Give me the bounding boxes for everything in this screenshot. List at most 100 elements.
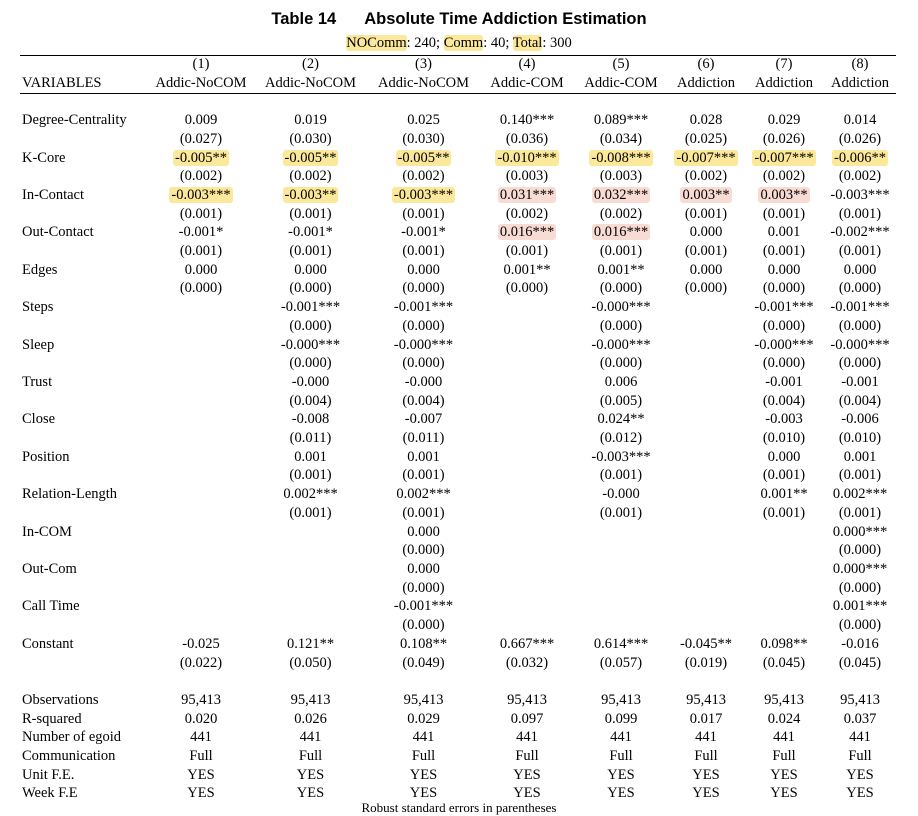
standard-error [199, 318, 203, 334]
standard-error [309, 617, 313, 633]
stat-value: 441 [412, 729, 435, 746]
stat-row: Communication Full Full Full Full Full Full Ful… [20, 747, 896, 766]
standard-error: (0.002) [505, 205, 549, 222]
stat-value: YES [846, 785, 874, 802]
coefficient: 0.028 [689, 112, 723, 129]
column-number: (7) [775, 56, 793, 72]
coefficient [704, 337, 708, 353]
variable-name: Call Time [22, 598, 80, 615]
coefficient [704, 524, 708, 540]
variable-name: Trust [22, 373, 53, 390]
standard-error: (0.000) [762, 280, 806, 297]
standard-error: (0.002) [762, 168, 806, 185]
coefficient: -0.005** [282, 149, 339, 166]
variable-name: Edges [22, 261, 58, 278]
coefficient: 0.029 [767, 112, 801, 129]
standard-error: (0.000) [838, 579, 882, 596]
coefficient: 0.001 [294, 448, 327, 465]
standard-error: (0.001) [599, 243, 643, 260]
coefficient: 0.098** [760, 635, 808, 652]
stat-name: Number of egoid [22, 729, 122, 746]
standard-error [704, 355, 708, 371]
spacer-cell [199, 673, 203, 689]
stat-row: Unit F.E. YES YES YES YES YES YES YES YES [20, 766, 896, 785]
standard-error: (0.034) [599, 130, 643, 147]
column-number: (2) [302, 56, 319, 72]
stat-value: YES [296, 766, 325, 783]
column-number-row: (1) (2) (3) (4) (5) (6) (7) (8) [20, 55, 896, 74]
column-name: Addic-NoCOM [377, 74, 470, 91]
coefficient: 0.000 [767, 448, 801, 465]
se-label-cell [20, 206, 24, 222]
standard-error: (0.001) [402, 504, 445, 521]
coefficient: 0.032*** [591, 186, 651, 203]
coefficient: -0.001 [841, 373, 879, 390]
spacer-row [20, 92, 896, 111]
standard-error [704, 505, 708, 521]
stat-value: YES [187, 766, 215, 783]
coef-row: Sleep -0.000*** -0.000*** -0.000*** -0.000**… [20, 336, 896, 355]
spacer-cell [309, 93, 313, 109]
coefficient: 0.614*** [593, 635, 649, 652]
standard-error: (0.011) [289, 430, 332, 447]
top-rule [20, 55, 896, 56]
standard-error: (0.001) [684, 205, 728, 222]
standard-error [782, 580, 786, 596]
coefficient: -0.010*** [495, 149, 559, 166]
coefficient: -0.000 [404, 373, 443, 390]
stat-value: YES [187, 785, 215, 802]
table-footnote: Robust standard errors in parentheses [361, 800, 557, 815]
stat-value: 95,413 [601, 691, 641, 708]
coefficient: -0.001*** [280, 299, 341, 316]
standard-error: (0.004) [838, 392, 882, 409]
spacer-cell [82, 673, 86, 689]
coefficient: 0.001 [843, 448, 877, 465]
coefficient [782, 524, 786, 540]
se-row: (0.000) (0.000) (0.000) (0.000) (0.000) [20, 354, 896, 373]
coef-row: Trust -0.000 -0.000 0.006 -0.001 -0.001 [20, 373, 896, 392]
standard-error: (0.032) [505, 654, 549, 671]
standard-error: (0.025) [684, 130, 728, 147]
standard-error: (0.011) [402, 430, 445, 447]
coefficient [199, 486, 203, 502]
variable-name: Out-Contact [22, 224, 94, 241]
stat-value: YES [409, 766, 438, 783]
se-label-cell [20, 655, 24, 671]
coefficient: -0.000*** [393, 336, 454, 353]
stat-value: YES [846, 766, 874, 783]
subtitle-part: : 40; [483, 35, 513, 51]
coefficient [782, 561, 786, 577]
column-name-row: VARIABLES Addic-NoCOM Addic-NoCOM Addic-NoC… [20, 74, 896, 93]
standard-error [309, 580, 313, 596]
column-name: Addic-NoCOM [264, 74, 357, 91]
stat-value: Full [848, 748, 872, 765]
coefficient: -0.006** [832, 149, 888, 166]
coefficient [199, 449, 203, 465]
standard-error: (0.002) [684, 168, 728, 185]
standard-error: (0.001) [762, 243, 806, 260]
coefficient: -0.001*** [830, 299, 890, 316]
standard-error: (0.026) [838, 130, 882, 147]
coefficient: 0.001** [503, 261, 551, 278]
stat-value: YES [513, 785, 541, 802]
coef-row: Call Time -0.001*** 0.001*** [20, 597, 896, 616]
coefficient: -0.002*** [830, 224, 890, 241]
standard-error: (0.001) [179, 243, 223, 260]
standard-error [704, 542, 708, 558]
stat-value: YES [296, 785, 325, 802]
coef-row: K-Core -0.005** -0.005** -0.005** -0.010*** -… [20, 149, 896, 168]
coefficient: -0.003** [282, 186, 339, 203]
se-label-cell [20, 318, 24, 334]
standard-error: (0.000) [289, 280, 332, 297]
standard-error [619, 542, 623, 558]
coefficient: 0.121** [286, 635, 335, 652]
coefficient: -0.001*** [754, 299, 814, 316]
coefficient: -0.000*** [754, 336, 814, 353]
subtitle-part: : 240; [406, 35, 444, 51]
coefficient: 0.031*** [497, 186, 557, 203]
standard-error: (0.001) [402, 243, 445, 260]
standard-error: (0.000) [599, 355, 643, 372]
se-row: (0.000) (0.000) (0.000) (0.000) (0.000) [20, 317, 896, 336]
coefficient: 0.001** [597, 261, 645, 278]
